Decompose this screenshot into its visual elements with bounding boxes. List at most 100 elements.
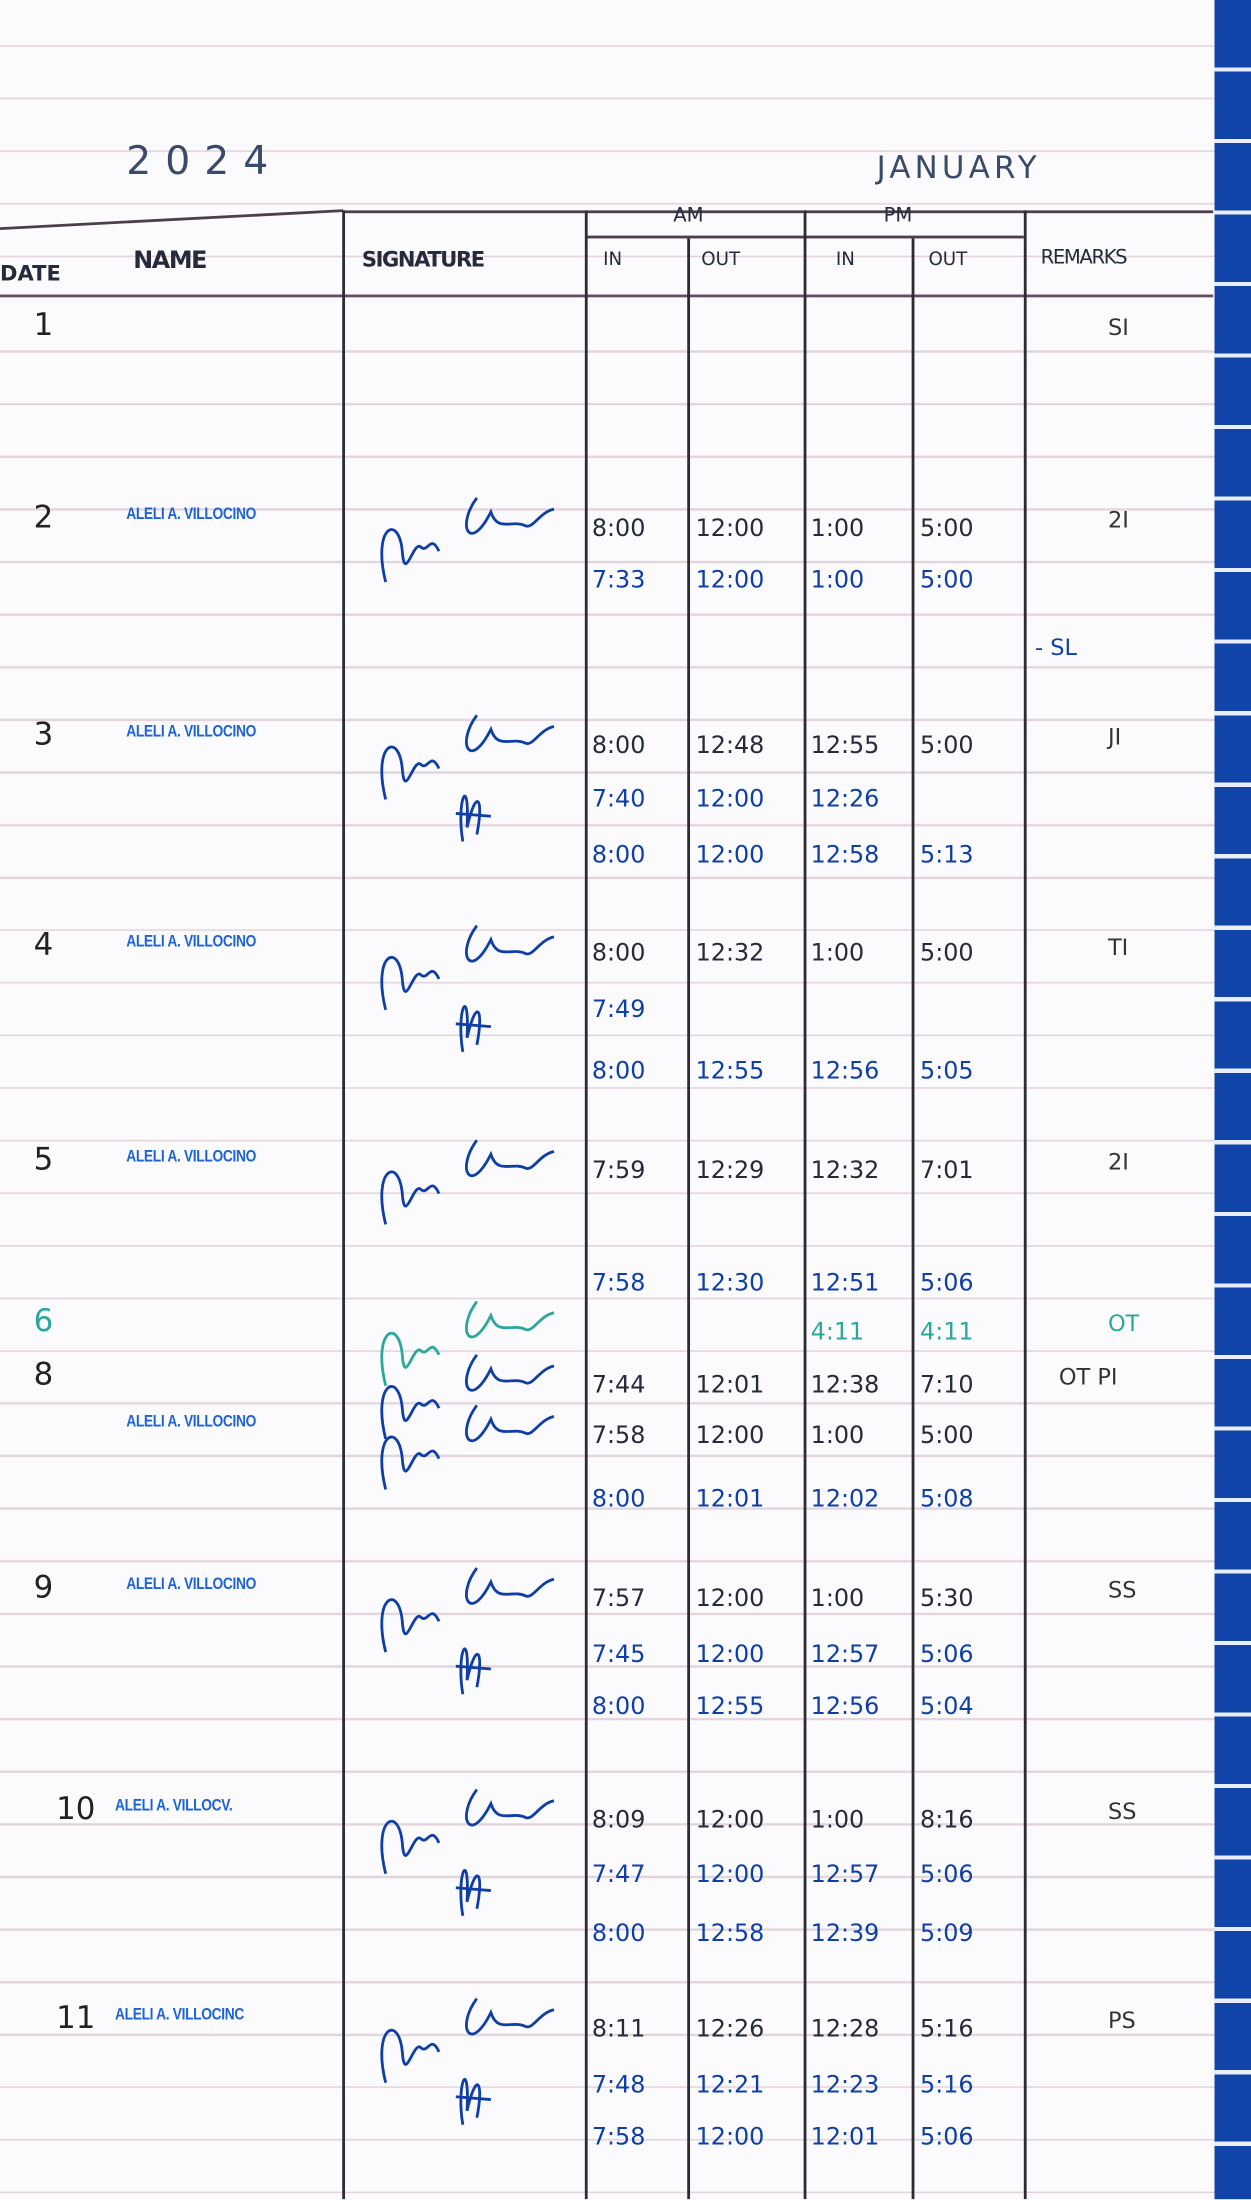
- entry-remark: JI: [1107, 723, 1122, 751]
- column-divider: [803, 210, 806, 2200]
- time-cell: 12:29: [695, 1157, 765, 1186]
- handwritten-signature: [380, 1353, 555, 1440]
- handwritten-signature: [380, 1404, 555, 1490]
- time-cell: 12:01: [810, 2123, 880, 2152]
- col-am-in: IN: [603, 249, 623, 271]
- time-cell: 12:56: [810, 1057, 880, 1086]
- time-cell: 12:48: [695, 732, 765, 761]
- entry-name: ALELI A. VILLOCINO: [126, 1145, 256, 1166]
- entry-date: 11: [56, 2001, 96, 2037]
- time-cell: 12:26: [810, 785, 880, 814]
- col-signature: SIGNATURE: [361, 246, 485, 273]
- time-cell: 12:55: [695, 1057, 765, 1086]
- time-cell: 12:32: [695, 939, 765, 968]
- month-heading: JANUARY: [876, 151, 1041, 187]
- col-remarks: REMARKS: [1040, 246, 1128, 270]
- time-cell: 8:00: [591, 732, 646, 761]
- entry-name: ALELI A. VILLOCINO: [126, 1573, 256, 1594]
- entry-remark: SI: [1107, 314, 1129, 341]
- time-cell: 12:58: [810, 841, 880, 870]
- time-cell: 4:11: [810, 1318, 865, 1347]
- time-cell: 12:00: [695, 1584, 765, 1613]
- time-cell: 1:00: [810, 514, 865, 543]
- time-cell: 8:11: [591, 2015, 646, 2044]
- time-cell: 5:13: [920, 841, 974, 870]
- time-cell: 12:57: [810, 1861, 880, 1890]
- time-cell: 4:11: [920, 1318, 974, 1347]
- time-cell: 8:00: [591, 514, 646, 543]
- entry-remark: OT: [1107, 1309, 1140, 1337]
- time-cell: 8:00: [591, 1692, 646, 1721]
- time-cell: 8:09: [591, 1806, 646, 1835]
- column-divider: [911, 238, 914, 2200]
- entry-date: 5: [33, 1143, 54, 1179]
- time-cell: 7:48: [591, 2071, 646, 2100]
- time-cell: 12:00: [695, 1422, 765, 1451]
- entry-remark: 2I: [1107, 506, 1129, 533]
- entry-name: ALELI A. VILLOCINO: [126, 503, 256, 524]
- time-cell: 7:01: [920, 1157, 974, 1186]
- entry-name: ALELI A. VILLOCINO: [126, 931, 256, 951]
- header-top-rule: [343, 210, 1214, 214]
- year-heading: 2024: [126, 137, 283, 184]
- handwritten-signature: [380, 1300, 555, 1387]
- entry-name: ALELI A. VILLOCINO: [126, 1410, 256, 1431]
- time-cell: 12:01: [695, 1371, 765, 1400]
- header-bottom-rule: [0, 294, 1214, 298]
- handwritten-signature: [380, 1997, 555, 2126]
- time-cell: 7:44: [591, 1371, 646, 1400]
- time-cell: 8:00: [591, 841, 646, 870]
- time-cell: 12:00: [695, 841, 765, 870]
- entry-remark: SS: [1107, 1576, 1137, 1604]
- time-cell: 12:21: [695, 2071, 765, 2100]
- time-cell: 5:06: [920, 1861, 974, 1890]
- time-cell: 7:33: [591, 566, 646, 595]
- time-cell: 5:08: [920, 1485, 974, 1514]
- time-cell: 12:55: [810, 732, 880, 761]
- column-divider: [342, 210, 345, 2200]
- time-cell: 8:16: [920, 1806, 974, 1835]
- col-pm-in: IN: [835, 249, 855, 271]
- entry-date: 4: [33, 928, 54, 964]
- time-cell: 7:58: [591, 1422, 646, 1451]
- time-cell: 1:00: [810, 1584, 865, 1613]
- handwritten-signature: [380, 1139, 555, 1225]
- time-cell: 7:40: [591, 785, 646, 814]
- entry-remark: 2I: [1107, 1148, 1129, 1176]
- time-cell: 8:00: [591, 1057, 646, 1086]
- time-cell: 5:06: [920, 1269, 974, 1298]
- time-cell: 12:56: [810, 1692, 880, 1721]
- time-cell: 12:58: [695, 1920, 765, 1949]
- time-cell: 7:57: [591, 1584, 646, 1613]
- time-cell: 12:00: [695, 566, 765, 595]
- column-divider: [1023, 210, 1026, 2200]
- col-am-out: OUT: [701, 249, 741, 271]
- time-cell: 7:10: [920, 1371, 974, 1400]
- entry-remark: OT PI: [1058, 1363, 1118, 1390]
- handwritten-signature: [380, 1788, 555, 1917]
- handwritten-signature: [380, 924, 555, 1053]
- entry-name: ALELI A. VILLOCINC: [115, 2004, 244, 2024]
- time-cell: 12:02: [810, 1485, 880, 1514]
- time-cell: 12:55: [695, 1692, 765, 1721]
- entry-date: 10: [56, 1792, 96, 1828]
- time-cell: 8:00: [591, 1485, 646, 1514]
- entry-date: 9: [33, 1570, 54, 1606]
- time-cell: 12:00: [695, 785, 765, 814]
- time-cell: 7:59: [591, 1157, 646, 1186]
- time-cell: 5:00: [920, 732, 974, 761]
- entry-remark: SS: [1107, 1798, 1137, 1825]
- column-divider: [584, 210, 587, 2200]
- time-cell: 12:00: [695, 1806, 765, 1835]
- time-cell: 5:00: [920, 566, 974, 595]
- time-cell: 1:00: [810, 939, 865, 968]
- time-cell: 5:16: [920, 2015, 974, 2044]
- time-cell: 12:00: [695, 1640, 765, 1669]
- time-cell: 12:00: [695, 2123, 765, 2152]
- time-cell: 5:30: [920, 1584, 974, 1613]
- time-cell: 1:00: [810, 1806, 865, 1835]
- header-top-rule: [0, 209, 344, 231]
- time-cell: 1:00: [810, 566, 865, 595]
- col-name: NAME: [133, 246, 207, 275]
